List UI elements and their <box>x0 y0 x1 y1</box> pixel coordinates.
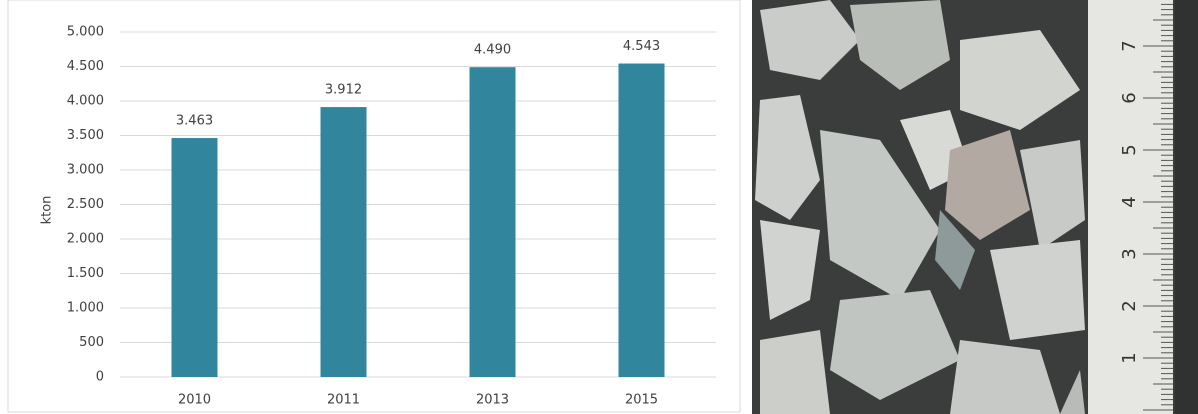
ruler-ticks: 1 2 3 4 5 6 7 <box>1119 3 1173 411</box>
y-tick-label: 5.000 <box>67 25 104 40</box>
bar <box>618 63 665 378</box>
ruler-label: 3 <box>1119 248 1140 259</box>
ruler-label: 7 <box>1119 40 1140 51</box>
y-tick-label: 4.000 <box>67 94 104 109</box>
y-tick-label: 1.500 <box>67 266 104 281</box>
stone <box>1020 140 1085 250</box>
stone <box>760 330 830 414</box>
stone <box>760 220 820 320</box>
stone <box>950 340 1060 414</box>
stone <box>820 130 940 300</box>
ruler-label: 6 <box>1119 92 1140 103</box>
ruler-label: 1 <box>1119 352 1140 363</box>
chart-frame <box>7 0 741 413</box>
stone <box>935 210 975 290</box>
stone <box>755 95 820 220</box>
y-tick-label: 500 <box>79 335 104 350</box>
y-axis-label: kton <box>40 196 55 225</box>
bar <box>469 67 516 377</box>
bar <box>171 138 218 377</box>
stone <box>990 240 1085 340</box>
stone <box>760 0 860 80</box>
x-tick-label: 2015 <box>625 393 658 408</box>
ruler-label: 5 <box>1119 144 1140 155</box>
y-tick-label: 4.500 <box>67 59 104 74</box>
ruler <box>1088 0 1173 414</box>
stone <box>1060 370 1085 414</box>
y-tick-label: 2.000 <box>67 232 104 247</box>
stone <box>960 30 1080 130</box>
x-tick-label: 2010 <box>178 393 211 408</box>
y-tick-label: 2.500 <box>67 197 104 212</box>
value-label: 3.463 <box>176 114 213 129</box>
y-tick-label: 3.000 <box>67 163 104 178</box>
photo-edge <box>1175 0 1198 414</box>
bar <box>320 107 367 378</box>
value-label: 3.912 <box>325 83 362 98</box>
value-label: 4.490 <box>474 43 511 58</box>
ruler-label: 4 <box>1119 196 1140 207</box>
y-tick-label: 0 <box>96 370 104 385</box>
stone <box>850 0 950 90</box>
photo: 1 2 3 4 5 6 7 <box>752 0 1198 414</box>
y-tick-label: 3.500 <box>67 128 104 143</box>
stone <box>945 130 1030 240</box>
value-label: 4.543 <box>623 39 660 54</box>
x-tick-label: 2011 <box>327 393 360 408</box>
x-tick-label: 2013 <box>476 393 509 408</box>
ruler-label: 2 <box>1119 300 1140 311</box>
stone <box>830 290 960 400</box>
y-tick-label: 1.000 <box>67 301 104 316</box>
